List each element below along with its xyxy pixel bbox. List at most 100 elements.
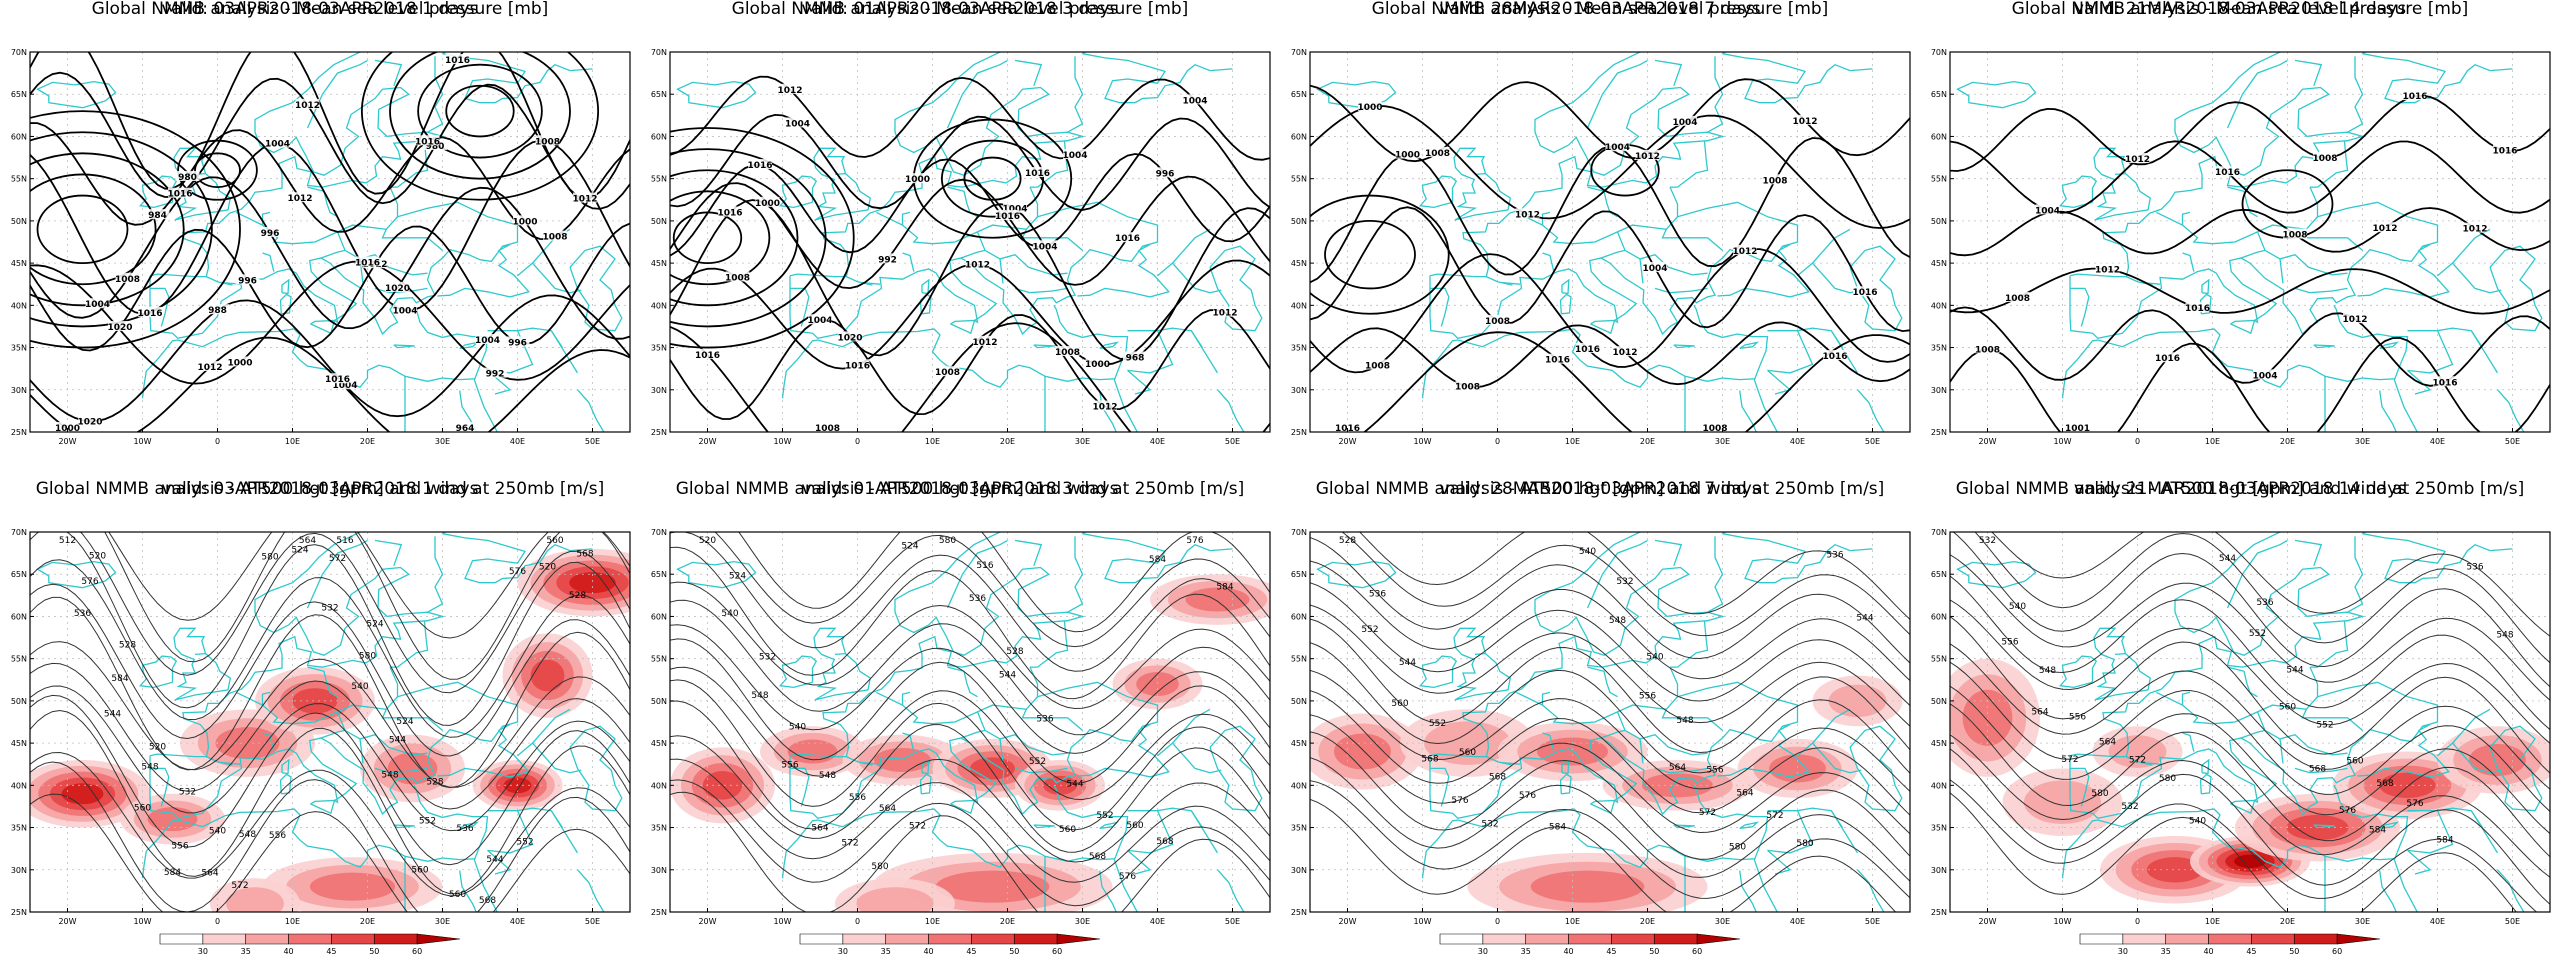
lon-tick-label: 40E bbox=[1790, 917, 1805, 926]
height-contour bbox=[1310, 690, 1910, 816]
coastline bbox=[2310, 637, 2349, 668]
lat-tick-label: 30N bbox=[1291, 866, 1307, 875]
contour-label: 568 bbox=[576, 549, 593, 559]
wind-speed-colorbar: 30 35 40 45 50 60 bbox=[799, 933, 1101, 956]
isobar bbox=[1950, 336, 2550, 432]
isobar bbox=[30, 52, 630, 200]
lon-tick-label: 30E bbox=[2355, 917, 2370, 926]
colorbar-swatch bbox=[1013, 933, 1058, 945]
coastline bbox=[2313, 344, 2335, 349]
height-contour bbox=[1310, 780, 1910, 899]
panel-valid-period: valid: 01APR2018-03APR2018 3 days bbox=[801, 479, 1119, 499]
contour-label: 572 bbox=[909, 822, 926, 832]
coastline bbox=[2393, 858, 2400, 875]
contour-label: 576 bbox=[1519, 791, 1536, 801]
coastline bbox=[1561, 758, 1570, 775]
lat-tick-label: 70N bbox=[1931, 528, 1947, 537]
coastline bbox=[262, 186, 399, 245]
contour-label: 528 bbox=[1006, 647, 1023, 657]
coastlines bbox=[1956, 532, 2543, 912]
wind-speed-area bbox=[2108, 735, 2167, 768]
coastline bbox=[1429, 723, 1810, 820]
coastline bbox=[960, 729, 986, 739]
lon-tick-label: 10W bbox=[1413, 437, 1431, 446]
contour-label: 572 bbox=[231, 881, 248, 891]
isobar bbox=[670, 127, 855, 349]
contour-label: 996 bbox=[508, 338, 527, 348]
coastline bbox=[1127, 849, 1152, 875]
axis-labels: 70N 65N 60N 55N 50N 45N 40N 35N 30N 25N 20W 10W 0 10E… bbox=[651, 48, 1240, 446]
contour-label: 556 bbox=[1639, 691, 1656, 701]
contour-label: 536 bbox=[2256, 598, 2273, 608]
coastline bbox=[310, 799, 336, 815]
coastline bbox=[281, 758, 290, 775]
isobar bbox=[670, 113, 1270, 211]
contour-label: 524 bbox=[901, 542, 918, 552]
isobar bbox=[1310, 321, 1910, 389]
lat-tick-label: 60N bbox=[1291, 612, 1307, 621]
height-contour bbox=[1310, 714, 1910, 835]
colorbar-swatch bbox=[159, 933, 204, 945]
contour-label: 568 bbox=[2309, 765, 2326, 775]
lon-tick-label: 10E bbox=[285, 917, 300, 926]
contour-label: 536 bbox=[2466, 562, 2483, 572]
lat-tick-label: 50N bbox=[1931, 697, 1947, 706]
height-contour bbox=[30, 662, 630, 810]
lon-tick-label: 50E bbox=[1865, 437, 1880, 446]
coastline bbox=[138, 175, 178, 209]
lat-tick-label: 40N bbox=[651, 781, 667, 790]
isobar bbox=[670, 309, 1270, 420]
contour-label: 552 bbox=[516, 837, 533, 847]
contour-label: 572 bbox=[1766, 811, 1783, 821]
contour-label: 1012 bbox=[287, 194, 312, 204]
colorbar-swatch bbox=[416, 933, 461, 945]
height-contour bbox=[1950, 599, 2550, 744]
height-contours bbox=[1950, 532, 2550, 912]
coastline bbox=[1030, 157, 1069, 188]
coastline bbox=[919, 773, 932, 795]
contour-label: 568 bbox=[2376, 779, 2393, 789]
coastline bbox=[2452, 262, 2502, 294]
contour-label: 556 bbox=[171, 842, 188, 852]
coastline bbox=[569, 725, 623, 812]
coastline bbox=[2114, 652, 2126, 656]
colorbar-swatch bbox=[245, 933, 289, 945]
panel-title: Global NMMB analysis - AT500 hgt [gpm] a… bbox=[35, 479, 605, 499]
contour-label: 1001 bbox=[2065, 424, 2090, 434]
panel-title: Global NMMB analysis - AT500 hgt [gpm] a… bbox=[1955, 479, 2525, 499]
coastline bbox=[2199, 773, 2212, 795]
isobar bbox=[1310, 194, 1450, 315]
contour-label: 1016 bbox=[995, 212, 1020, 222]
contour-label: 560 bbox=[2279, 703, 2296, 713]
lat-tick-label: 55N bbox=[651, 655, 667, 664]
lat-tick-label: 55N bbox=[1931, 175, 1947, 184]
contour-label: 1000 bbox=[512, 217, 537, 227]
contour-label: 1012 bbox=[1732, 247, 1757, 257]
coastline bbox=[141, 304, 489, 399]
coastline bbox=[150, 287, 170, 327]
contour-label: 1016 bbox=[747, 161, 772, 171]
isobar bbox=[1950, 267, 2550, 315]
coastline bbox=[1021, 709, 1068, 719]
coastlines bbox=[676, 532, 1263, 912]
contour-label: 544 bbox=[2286, 666, 2303, 676]
coastline bbox=[1673, 344, 1695, 349]
lat-tick-label: 25N bbox=[651, 908, 667, 917]
wind-speed-area bbox=[1334, 733, 1391, 770]
isobar bbox=[30, 139, 630, 315]
contour-label: 1016 bbox=[1852, 288, 1877, 298]
contour-label: 584 bbox=[1549, 823, 1566, 833]
lat-tick-label: 30N bbox=[651, 866, 667, 875]
lat-tick-label: 60N bbox=[1931, 132, 1947, 141]
contour-label: 1012 bbox=[2095, 265, 2120, 275]
panel-title: Global NMMB analysis - Mean sea level pr… bbox=[1371, 0, 1829, 19]
contour-label: 560 bbox=[546, 536, 563, 546]
coastline bbox=[473, 858, 480, 875]
contour-labels: 1008 1004 1008 1008 1004 1008 1001 1012 1012 1012… bbox=[1975, 90, 2518, 434]
coastline bbox=[1677, 681, 1799, 727]
lon-tick-label: 10E bbox=[925, 917, 940, 926]
contour-labels: 520 516 524 528 532 536 540 544 548 552 556 560 564 5… bbox=[699, 536, 1234, 882]
isobar bbox=[670, 322, 1270, 432]
colorbar-tick-label: 30 bbox=[198, 947, 208, 956]
lat-tick-label: 70N bbox=[11, 48, 27, 57]
